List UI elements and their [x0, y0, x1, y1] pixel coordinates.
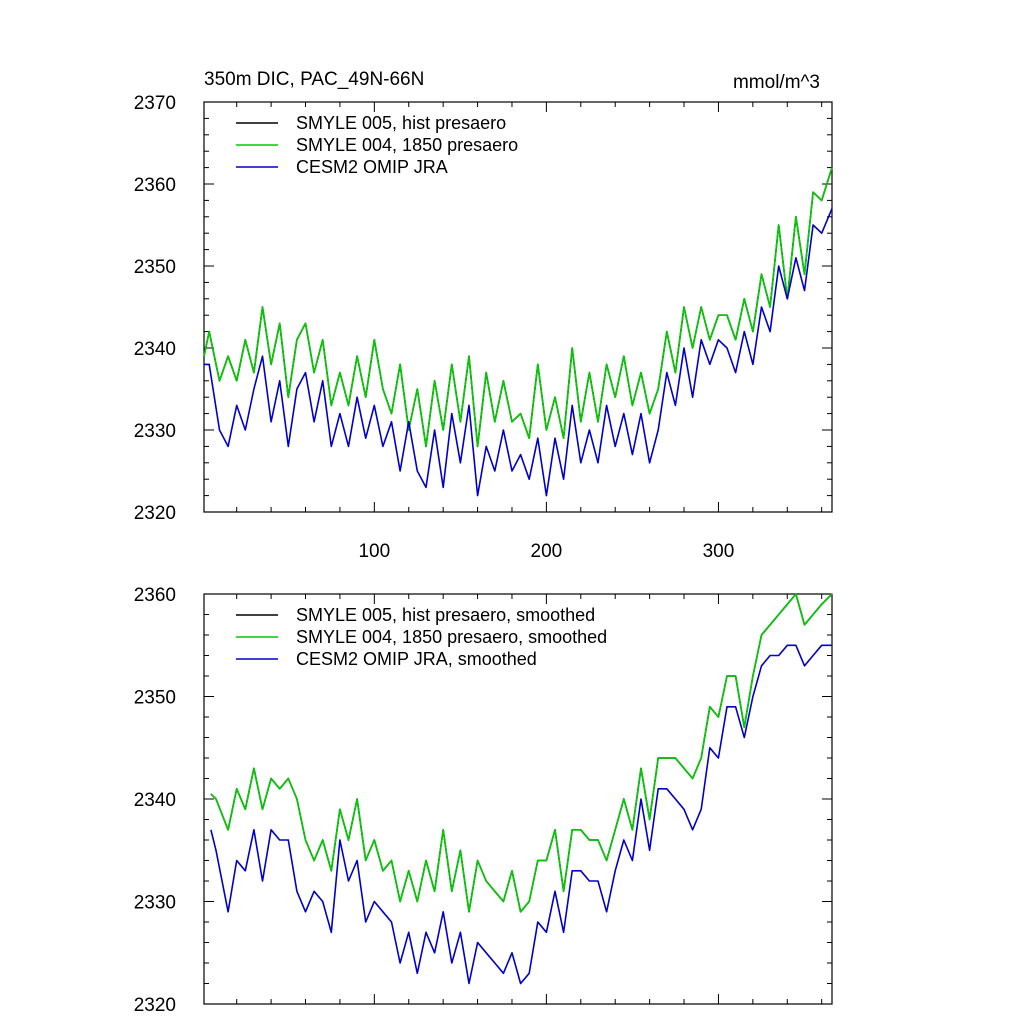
y-tick-label: 2350 [134, 688, 176, 709]
y-tick-label: 2330 [134, 421, 176, 442]
x-tick-label: 300 [703, 541, 735, 562]
legend-label: SMYLE 004, 1850 presaero, smoothed [296, 627, 607, 647]
legend-label: CESM2 OMIP JRA [296, 157, 448, 177]
y-tick-label: 2370 [134, 93, 176, 114]
legend-label: SMYLE 005, hist presaero, smoothed [296, 605, 595, 625]
legend-label: SMYLE 005, hist presaero [296, 113, 506, 133]
bottom-panel: 2320 2330 2340 2350 2360 SMYLE 005, hist pre… [134, 585, 833, 1016]
bottom-legend: SMYLE 005, hist presaero, smoothedSMYLE … [236, 605, 607, 669]
bottom-series-group [210, 593, 833, 985]
y-tick-label: 2330 [134, 893, 176, 914]
legend-label: SMYLE 004, 1850 presaero [296, 135, 518, 155]
top-plot-frame [203, 101, 833, 513]
x-tick-label: 100 [358, 541, 390, 562]
series-line-0 [203, 167, 833, 448]
y-tick-label: 2320 [134, 995, 176, 1016]
y-tick-label: 2360 [134, 175, 176, 196]
top-series-group [203, 167, 833, 497]
top-panel: 350m DIC, PAC_49N-66N mmol/m^3 232023302… [134, 69, 833, 562]
y-tick-label: 2340 [134, 790, 176, 811]
y-tick-label: 2320 [134, 503, 176, 524]
series-line-1 [203, 167, 833, 448]
legend-label: CESM2 OMIP JRA, smoothed [296, 649, 537, 669]
top-panel-units: mmol/m^3 [733, 72, 820, 93]
top-panel-title: 350m DIC, PAC_49N-66N [204, 69, 424, 90]
series-line-1 [210, 593, 833, 913]
bottom-axis-ticks: 2320 2330 2340 2350 2360 [134, 585, 832, 1016]
y-tick-label: 2340 [134, 339, 176, 360]
series-line-2 [204, 208, 833, 497]
y-tick-label: 2360 [134, 585, 176, 606]
y-tick-label: 2350 [134, 257, 176, 278]
series-line-2 [210, 644, 832, 985]
top-axis-ticks: 2320 2330 2340 2350 2360 2370 100 200 300 [134, 93, 832, 562]
x-tick-label: 200 [531, 541, 563, 562]
